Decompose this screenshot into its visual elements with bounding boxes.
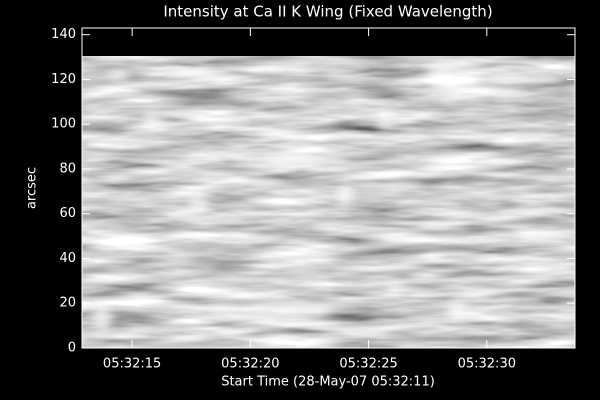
x-axis-label: Start Time (28-May-07 05:32:11)	[221, 375, 435, 390]
x-tick-label: 05:32:15	[103, 357, 161, 372]
y-tick-label: 80	[59, 161, 76, 176]
y-tick-label: 60	[59, 206, 76, 221]
y-tick-label: 120	[51, 72, 76, 87]
chart-title: Intensity at Ca II K Wing (Fixed Wavelen…	[163, 3, 492, 21]
y-tick-label: 100	[51, 117, 76, 132]
y-tick-label: 140	[51, 27, 76, 42]
intensity-image	[82, 28, 575, 348]
x-tick-label: 05:32:25	[339, 357, 397, 372]
x-tick-label: 05:32:30	[458, 357, 516, 372]
y-tick-label: 20	[59, 296, 76, 311]
y-tick-label: 40	[59, 251, 76, 266]
axes-box	[81, 27, 576, 349]
y-axis-label: arcsec	[25, 167, 40, 209]
y-tick-label: 0	[68, 341, 76, 356]
x-tick-label: 05:32:20	[221, 357, 279, 372]
